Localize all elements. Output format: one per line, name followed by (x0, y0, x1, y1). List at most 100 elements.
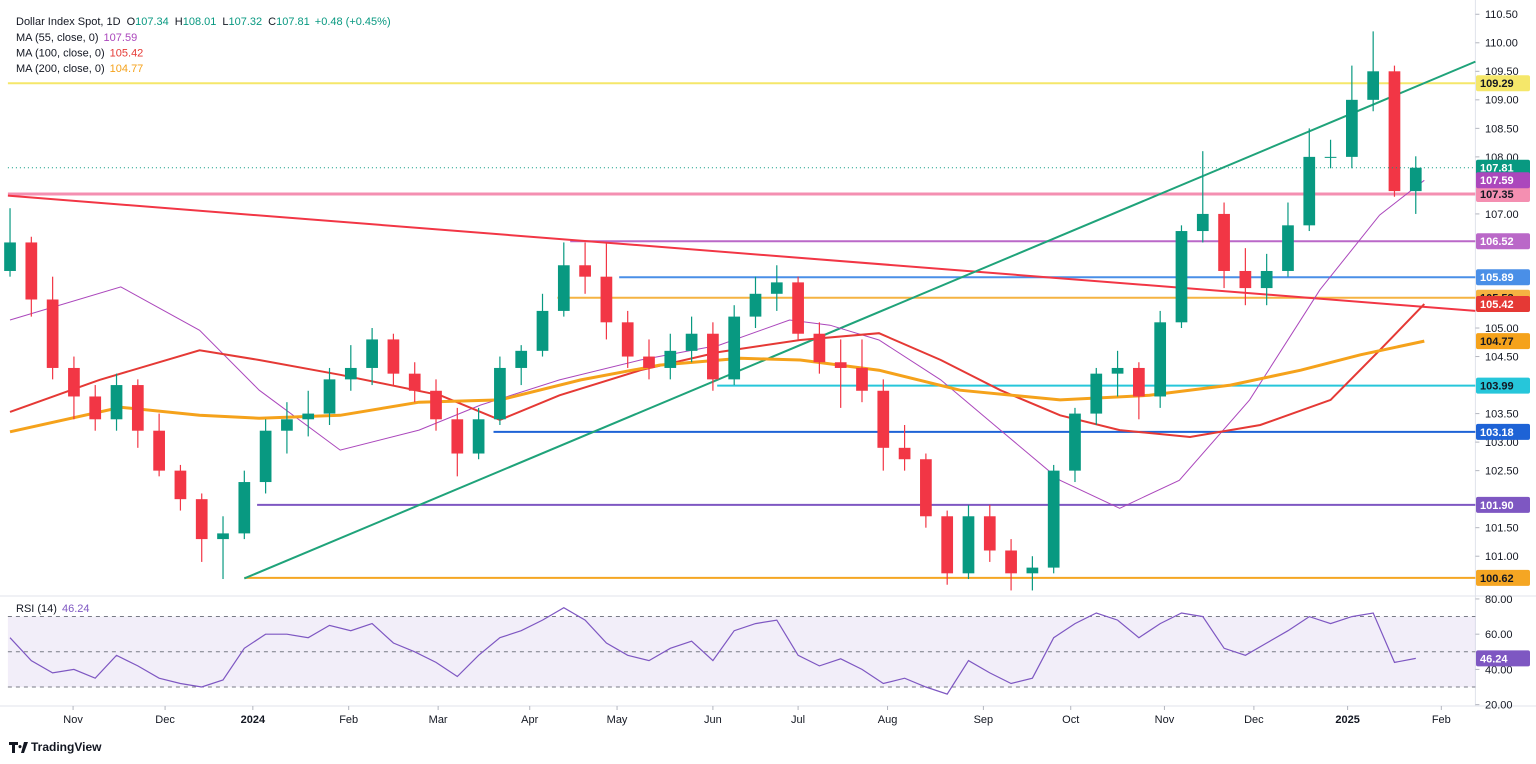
level-badge (1476, 185, 1530, 202)
y-tick-label: 102.50 (1485, 466, 1519, 478)
candle-body (685, 333, 698, 351)
legend-text: 107.59 (104, 32, 138, 44)
y-tick-label: 107.00 (1485, 209, 1519, 221)
legend-text: MA (55, close, 0) (16, 32, 99, 44)
y-tick-label: 101.00 (1485, 551, 1519, 563)
level-badge (1476, 269, 1530, 286)
rsi-band (7, 616, 1476, 688)
ma-badge (1476, 333, 1530, 350)
level-badge-label: 109.29 (1480, 78, 1514, 90)
candle-body (557, 265, 570, 311)
overlay: 109.29107.35106.52105.89105.53103.99103.… (9, 16, 1530, 754)
x-tick-label: Jul (791, 714, 805, 726)
legend-text: L (222, 16, 228, 28)
candle-body (728, 316, 741, 380)
y-tick-label: 101.50 (1485, 523, 1519, 535)
trendline (243, 60, 1476, 580)
candle-body (217, 533, 229, 540)
candle-body (153, 430, 165, 471)
y-tick-label: 104.50 (1485, 351, 1519, 363)
x-tick-label: Oct (1062, 714, 1079, 726)
x-tick-label: Nov (1155, 714, 1175, 726)
x-tick-label: Aug (878, 714, 898, 726)
legend-text: H (175, 16, 183, 28)
candle-body (1388, 71, 1401, 192)
candle-body (536, 310, 549, 351)
candle-body (600, 276, 613, 323)
candle-body (494, 367, 506, 420)
level-badge (1476, 233, 1530, 250)
candle-body (983, 516, 996, 551)
candle-body (451, 419, 464, 454)
level-badge-label: 107.35 (1480, 189, 1514, 201)
rsi-badge-label: 46.24 (1480, 653, 1508, 665)
ma-legend: MA (100, close, 0) 105.42 (16, 47, 143, 59)
candle-body (110, 385, 123, 420)
y-tick-label: 105.00 (1485, 323, 1519, 335)
candle-body (430, 390, 442, 420)
candle-body (46, 299, 59, 368)
candle-body (131, 385, 144, 431)
candle-body (962, 516, 975, 574)
candle-body (68, 367, 80, 397)
level-badge-label: 100.62 (1480, 573, 1514, 585)
candle-body (1005, 550, 1017, 574)
rsi-tick-label: 40.00 (1485, 664, 1513, 676)
candle-body (195, 499, 208, 540)
candle-body (813, 333, 826, 363)
x-tick-label: Dec (155, 714, 175, 726)
candle-body (1069, 413, 1081, 471)
y-tick-label: 108.50 (1485, 123, 1519, 135)
legend-text: +0.48 (+0.45%) (315, 16, 391, 28)
candle-body (707, 333, 719, 380)
x-tick-label: Jun (704, 714, 722, 726)
candle-body (621, 322, 634, 357)
candle-body (1175, 231, 1188, 323)
x-tick-label: Mar (429, 714, 448, 726)
legend-text: MA (100, close, 0) (16, 47, 105, 59)
x-tick-label: Apr (521, 714, 538, 726)
y-tick-label: 103.50 (1485, 408, 1519, 420)
candle-body (579, 265, 591, 277)
legend-text: 104.77 (110, 63, 144, 75)
level-badge-label: 101.90 (1480, 500, 1514, 512)
candle-body (1026, 567, 1039, 574)
candle-body (1218, 213, 1230, 271)
trendline (7, 194, 1476, 312)
candle-body (238, 482, 251, 534)
legend-text: 107.34 (135, 16, 169, 28)
candle-body (1196, 213, 1209, 232)
ma-legend: MA (200, close, 0) 104.77 (16, 63, 143, 75)
level-badge (1476, 569, 1530, 586)
x-tick-label: Sep (974, 714, 994, 726)
y-tick-label: 109.50 (1485, 66, 1519, 78)
plot: 110.50110.00109.50109.00108.50108.00107.… (0, 0, 1536, 726)
candle-body (25, 242, 38, 300)
legend-text: 107.81 (276, 16, 310, 28)
x-tick-label: Nov (63, 714, 83, 726)
last-price-badge-label: 107.81 (1480, 163, 1514, 175)
y-tick-label: 110.00 (1485, 38, 1518, 50)
level-badge-label: 103.99 (1480, 381, 1514, 393)
level-badge-label: 105.89 (1480, 272, 1514, 284)
footer-brand: TradingView (31, 740, 102, 754)
candle-body (1409, 167, 1422, 192)
candle-body (1090, 373, 1103, 414)
candle-body (1154, 322, 1167, 397)
rsi-badge (1476, 650, 1530, 667)
level-badge (1476, 423, 1530, 440)
candle-body (1047, 470, 1060, 568)
candle-body (281, 419, 293, 431)
candle-body (749, 293, 762, 317)
candle-body (1282, 225, 1294, 271)
legend-text: O (127, 16, 136, 28)
candle-body (387, 339, 400, 374)
legend-text: C (268, 16, 276, 28)
candle-body (174, 470, 187, 500)
candle-body (877, 390, 890, 448)
legend-text: 105.42 (110, 47, 144, 59)
candle-body (1260, 270, 1273, 289)
x-tick-label: Feb (1432, 714, 1451, 726)
